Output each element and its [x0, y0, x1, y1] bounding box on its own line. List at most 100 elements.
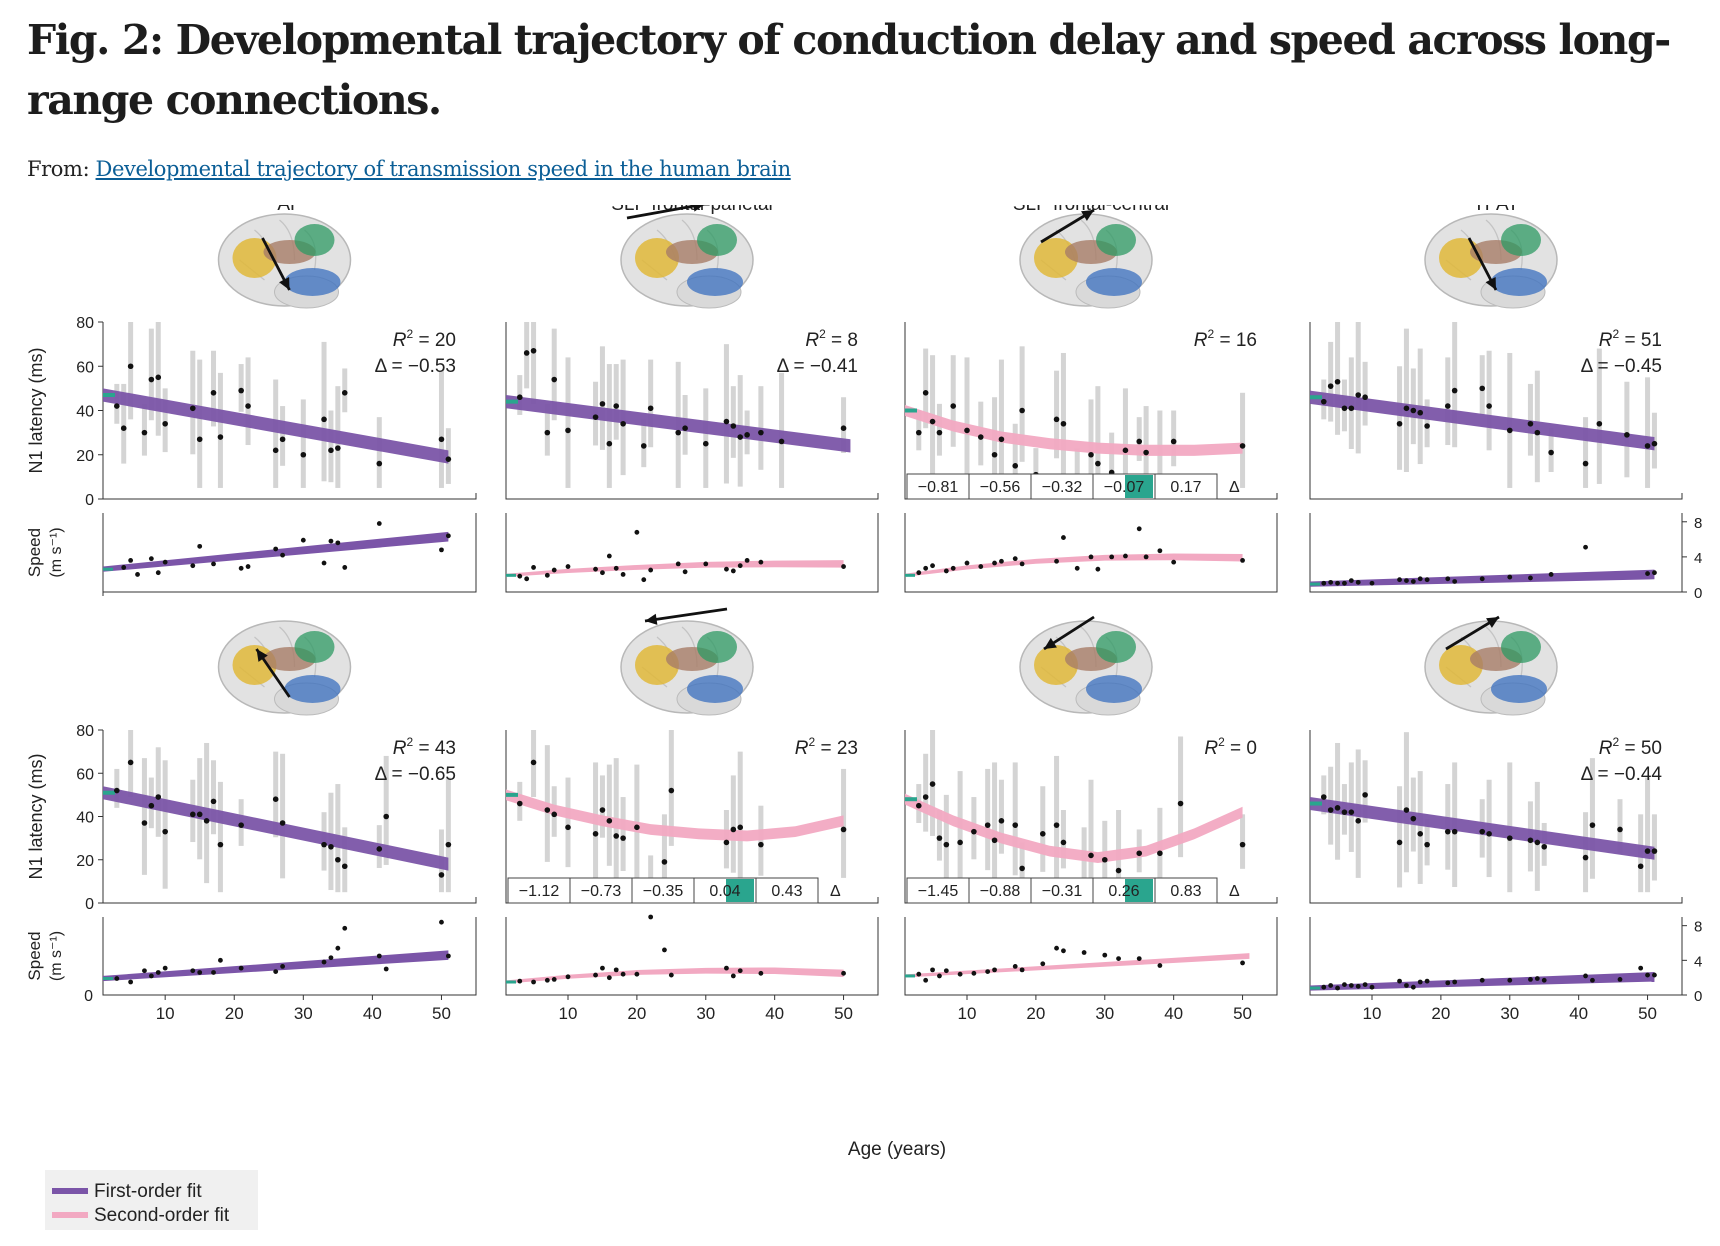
latency-range-bar — [544, 403, 550, 456]
latency-point — [936, 835, 943, 841]
latency-point — [1582, 854, 1589, 861]
brain-arrow-head — [645, 613, 658, 625]
brain-image — [620, 205, 754, 309]
speed-point — [1424, 978, 1430, 984]
latency-point — [1451, 387, 1458, 394]
speed-point — [238, 965, 244, 971]
delta-table-cell — [1154, 473, 1218, 500]
latency-point — [530, 759, 537, 766]
latency-range-bar — [923, 753, 929, 832]
speed-point — [1445, 980, 1451, 986]
latency-point — [1506, 835, 1513, 841]
latency-point — [1019, 407, 1025, 414]
article-link[interactable]: Developmental trajectory of transmission… — [95, 157, 792, 181]
speed-point — [1116, 956, 1121, 961]
latency-point — [1444, 828, 1451, 835]
speed-point — [1054, 558, 1059, 564]
latency-range-bar — [1012, 423, 1018, 488]
speed-point — [916, 570, 922, 576]
brain-arrow-line — [626, 205, 706, 220]
delta-table-highlight — [1125, 879, 1153, 902]
latency-range-bar — [1088, 779, 1094, 893]
age-tick-label: 50 — [834, 1004, 853, 1023]
speed-point — [273, 969, 279, 974]
speed-point — [1452, 579, 1458, 584]
latency-range-bar — [1452, 322, 1458, 448]
delta-table-symbol: Δ — [1229, 883, 1240, 900]
speed-point — [114, 976, 120, 981]
brain-tract-blue — [1086, 268, 1142, 296]
speed-point — [957, 971, 963, 977]
column-title: SLF frontal-central — [1013, 205, 1169, 215]
latency-point — [238, 387, 244, 394]
latency-point — [1424, 841, 1430, 848]
speed-point — [1417, 979, 1423, 985]
delta-table-highlight — [726, 879, 754, 902]
brain-arrow-line — [644, 607, 728, 623]
latency-point — [1053, 822, 1060, 828]
column-title: SLF frontal-parietal — [611, 205, 773, 215]
speed-point — [1445, 576, 1451, 582]
latency-range-bar — [211, 760, 217, 835]
panel-r1c3: R2 = 16 −0.81 −0.56 −0.32 −0.07 0.17 Δ — [904, 322, 1278, 593]
speed-point — [565, 564, 571, 569]
speed-point — [1012, 964, 1018, 969]
delta-label: Δ = −0.44 — [1581, 764, 1663, 785]
latency-range-bar — [190, 350, 196, 455]
r-squared-label: R2 = 0 — [1204, 735, 1257, 759]
speed-point — [383, 966, 389, 972]
latency-point — [758, 841, 764, 848]
latency-range-bar — [531, 322, 537, 404]
latency-range-bar — [1328, 341, 1334, 422]
speed-point — [524, 576, 530, 582]
latency-range-bar — [1240, 814, 1246, 869]
speed-point — [943, 968, 949, 974]
latency-point — [675, 429, 682, 436]
latency-fit-band — [103, 786, 449, 871]
brain-image — [1019, 208, 1153, 309]
latency-point — [915, 802, 922, 809]
latency-point — [840, 826, 847, 833]
delta-table-value: −0.31 — [1042, 883, 1083, 900]
latency-point — [376, 460, 383, 467]
latency-fit-band — [103, 388, 449, 464]
speed-point — [730, 973, 736, 979]
speed-point — [211, 970, 216, 975]
speed-point — [238, 565, 244, 571]
latency-range-bar — [1240, 392, 1246, 488]
latency-point — [148, 802, 155, 809]
delta-table-value: −0.81 — [918, 479, 959, 496]
latency-point — [1327, 383, 1334, 389]
speed-tick-label: 0 — [1694, 585, 1702, 602]
latency-range-bar — [730, 775, 736, 873]
latency-fit-band — [506, 395, 851, 453]
latency-point — [141, 429, 148, 436]
speed-point — [342, 925, 348, 931]
speed-point — [1143, 554, 1149, 560]
latency-tick-label: 40 — [76, 810, 94, 827]
delta-table-value: −0.32 — [1042, 479, 1083, 496]
speed-point — [551, 567, 557, 573]
latency-range-bar — [321, 341, 327, 482]
latency-range-bar — [280, 406, 286, 466]
latency-point — [335, 445, 341, 451]
latency-range-bar — [1019, 346, 1025, 462]
latency-point — [668, 787, 675, 794]
latency-point — [1637, 863, 1644, 870]
delta-table-value: 0.83 — [1170, 883, 1201, 900]
legend-second-label: Second-order fit — [94, 1205, 230, 1226]
latency-point — [1417, 831, 1424, 837]
latency-point — [977, 434, 984, 440]
speed-point — [1088, 554, 1094, 560]
latency-range-bar — [950, 355, 956, 447]
delta-table-value: −1.45 — [918, 883, 959, 900]
r-squared-value: = 0 — [1225, 738, 1257, 759]
speed-point — [930, 967, 935, 973]
latency-range-bar — [998, 359, 1004, 488]
latency-point — [300, 451, 307, 458]
speed-point — [1123, 553, 1128, 559]
latency-point — [1101, 856, 1108, 863]
speed-point — [992, 560, 997, 566]
figure-panels: AF SLF frontal-parietal SLF frontal-centra… — [25, 205, 1702, 1230]
speed-fit-band — [905, 553, 1243, 577]
